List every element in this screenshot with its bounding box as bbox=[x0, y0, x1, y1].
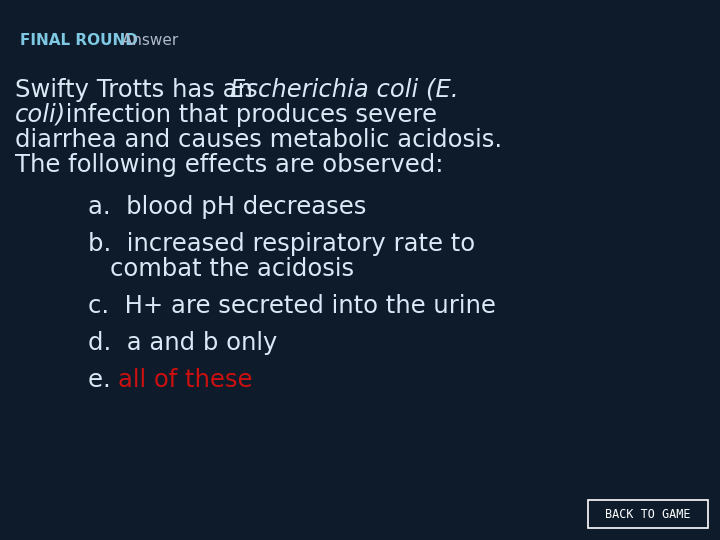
FancyBboxPatch shape bbox=[588, 500, 708, 528]
Text: BACK TO GAME: BACK TO GAME bbox=[606, 508, 690, 521]
Text: e.: e. bbox=[88, 368, 119, 392]
Text: Swifty Trotts has an: Swifty Trotts has an bbox=[15, 78, 261, 102]
Text: combat the acidosis: combat the acidosis bbox=[110, 257, 354, 281]
Text: d.  a and b only: d. a and b only bbox=[88, 331, 277, 355]
Text: The following effects are observed:: The following effects are observed: bbox=[15, 152, 444, 177]
Text: b.  increased respiratory rate to: b. increased respiratory rate to bbox=[88, 232, 475, 256]
Text: a.  blood pH decreases: a. blood pH decreases bbox=[88, 195, 366, 219]
Text: c.  H+ are secreted into the urine: c. H+ are secreted into the urine bbox=[88, 294, 496, 318]
Text: all of these: all of these bbox=[118, 368, 253, 392]
Text: coli): coli) bbox=[15, 103, 66, 127]
Text: FINAL ROUND: FINAL ROUND bbox=[20, 33, 138, 48]
Text: diarrhea and causes metabolic acidosis.: diarrhea and causes metabolic acidosis. bbox=[15, 127, 502, 152]
Text: Answer: Answer bbox=[117, 33, 179, 48]
Text: infection that produces severe: infection that produces severe bbox=[58, 103, 437, 127]
Text: Escherichia coli (E.: Escherichia coli (E. bbox=[230, 78, 459, 102]
